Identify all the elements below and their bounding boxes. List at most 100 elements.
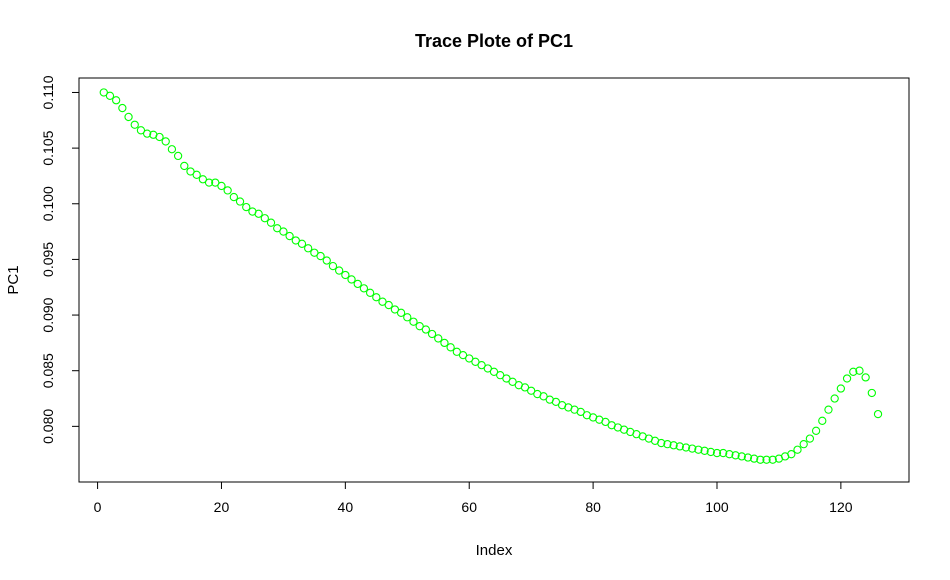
data-point [155, 132, 164, 142]
data-point [347, 275, 356, 284]
data-point [260, 214, 269, 223]
data-point [471, 357, 480, 366]
data-point [378, 297, 387, 306]
data-point [477, 360, 486, 370]
data-point [749, 454, 759, 463]
y-tick-label: 0.080 [40, 409, 56, 444]
data-point [112, 96, 121, 105]
data-point [266, 218, 276, 227]
data-point [743, 453, 753, 462]
data-point [818, 416, 827, 425]
data-point [551, 397, 561, 407]
data-point [130, 120, 139, 129]
data-point [496, 371, 505, 380]
data-point [198, 175, 208, 184]
data-point [861, 373, 870, 382]
y-axis: 0.080 0.085 0.090 0.095 0.100 0.105 0.110 [40, 75, 80, 444]
data-point [706, 447, 715, 457]
data-point [489, 367, 499, 376]
data-point [310, 248, 319, 257]
y-tick-label: 0.085 [40, 353, 56, 388]
data-point [768, 455, 777, 464]
data-point [446, 343, 455, 352]
data-point [161, 137, 170, 146]
data-point [167, 145, 177, 154]
data-point [830, 394, 839, 403]
data-point [316, 251, 325, 261]
x-axis: 0 20 40 60 80 100 120 [94, 481, 853, 515]
data-point [384, 300, 393, 310]
data-point [657, 438, 666, 448]
data-point [297, 239, 307, 248]
data-point [353, 279, 362, 289]
data-point [849, 367, 858, 376]
x-tick-label: 40 [338, 499, 354, 515]
data-point [105, 91, 115, 100]
data-point [173, 151, 183, 161]
data-point [118, 103, 127, 113]
y-tick-label: 0.110 [40, 75, 56, 109]
data-point [235, 197, 245, 206]
x-tick-label: 80 [585, 499, 601, 515]
data-point [762, 455, 771, 464]
chart-title: Trace Plote of PC1 [415, 31, 573, 51]
data-point [458, 350, 468, 360]
data-point [700, 446, 709, 455]
data-point [737, 452, 746, 461]
data-point [434, 334, 443, 343]
data-point [427, 329, 437, 339]
data-point [390, 305, 400, 314]
data-point [805, 434, 815, 443]
data-point [359, 284, 369, 293]
data-point [483, 364, 492, 373]
data-point [180, 161, 189, 171]
data-point [688, 444, 697, 453]
data-point [787, 450, 796, 459]
data-point [601, 417, 610, 427]
data-point [712, 448, 722, 458]
data-point [824, 405, 833, 414]
data-point [873, 409, 883, 419]
y-tick-label: 0.095 [40, 242, 56, 277]
y-tick-label: 0.100 [40, 186, 56, 221]
data-point [186, 167, 195, 176]
data-point [756, 455, 765, 464]
data-point [452, 347, 461, 356]
data-point [731, 451, 740, 460]
y-axis-label: PC1 [5, 265, 22, 294]
data-point [440, 338, 449, 348]
data-point [675, 442, 684, 451]
data-point [279, 227, 288, 236]
data-point [719, 448, 728, 458]
data-point [211, 178, 220, 187]
x-axis-label: Index [476, 542, 513, 559]
data-point [396, 308, 406, 317]
data-point [836, 384, 846, 393]
data-point [229, 192, 239, 202]
data-point [681, 443, 691, 452]
x-tick-label: 100 [705, 499, 729, 515]
data-point [223, 186, 232, 195]
data-point [285, 231, 294, 241]
y-tick-label: 0.105 [40, 130, 56, 165]
data-point [855, 366, 864, 375]
data-points [99, 88, 883, 464]
data-point [273, 224, 282, 233]
data-point [867, 388, 876, 398]
data-point [694, 445, 703, 454]
data-point [341, 270, 350, 280]
data-point [811, 426, 821, 435]
data-point [539, 392, 548, 401]
data-point [334, 266, 344, 275]
plot-frame [78, 77, 910, 483]
x-tick-label: 20 [214, 499, 230, 515]
data-point [409, 317, 418, 326]
data-point [799, 440, 808, 449]
data-point [520, 383, 530, 392]
data-point [242, 202, 251, 212]
x-tick-label: 120 [829, 499, 853, 515]
data-point [136, 126, 146, 135]
data-point [365, 288, 375, 297]
x-tick-label: 0 [94, 499, 102, 515]
